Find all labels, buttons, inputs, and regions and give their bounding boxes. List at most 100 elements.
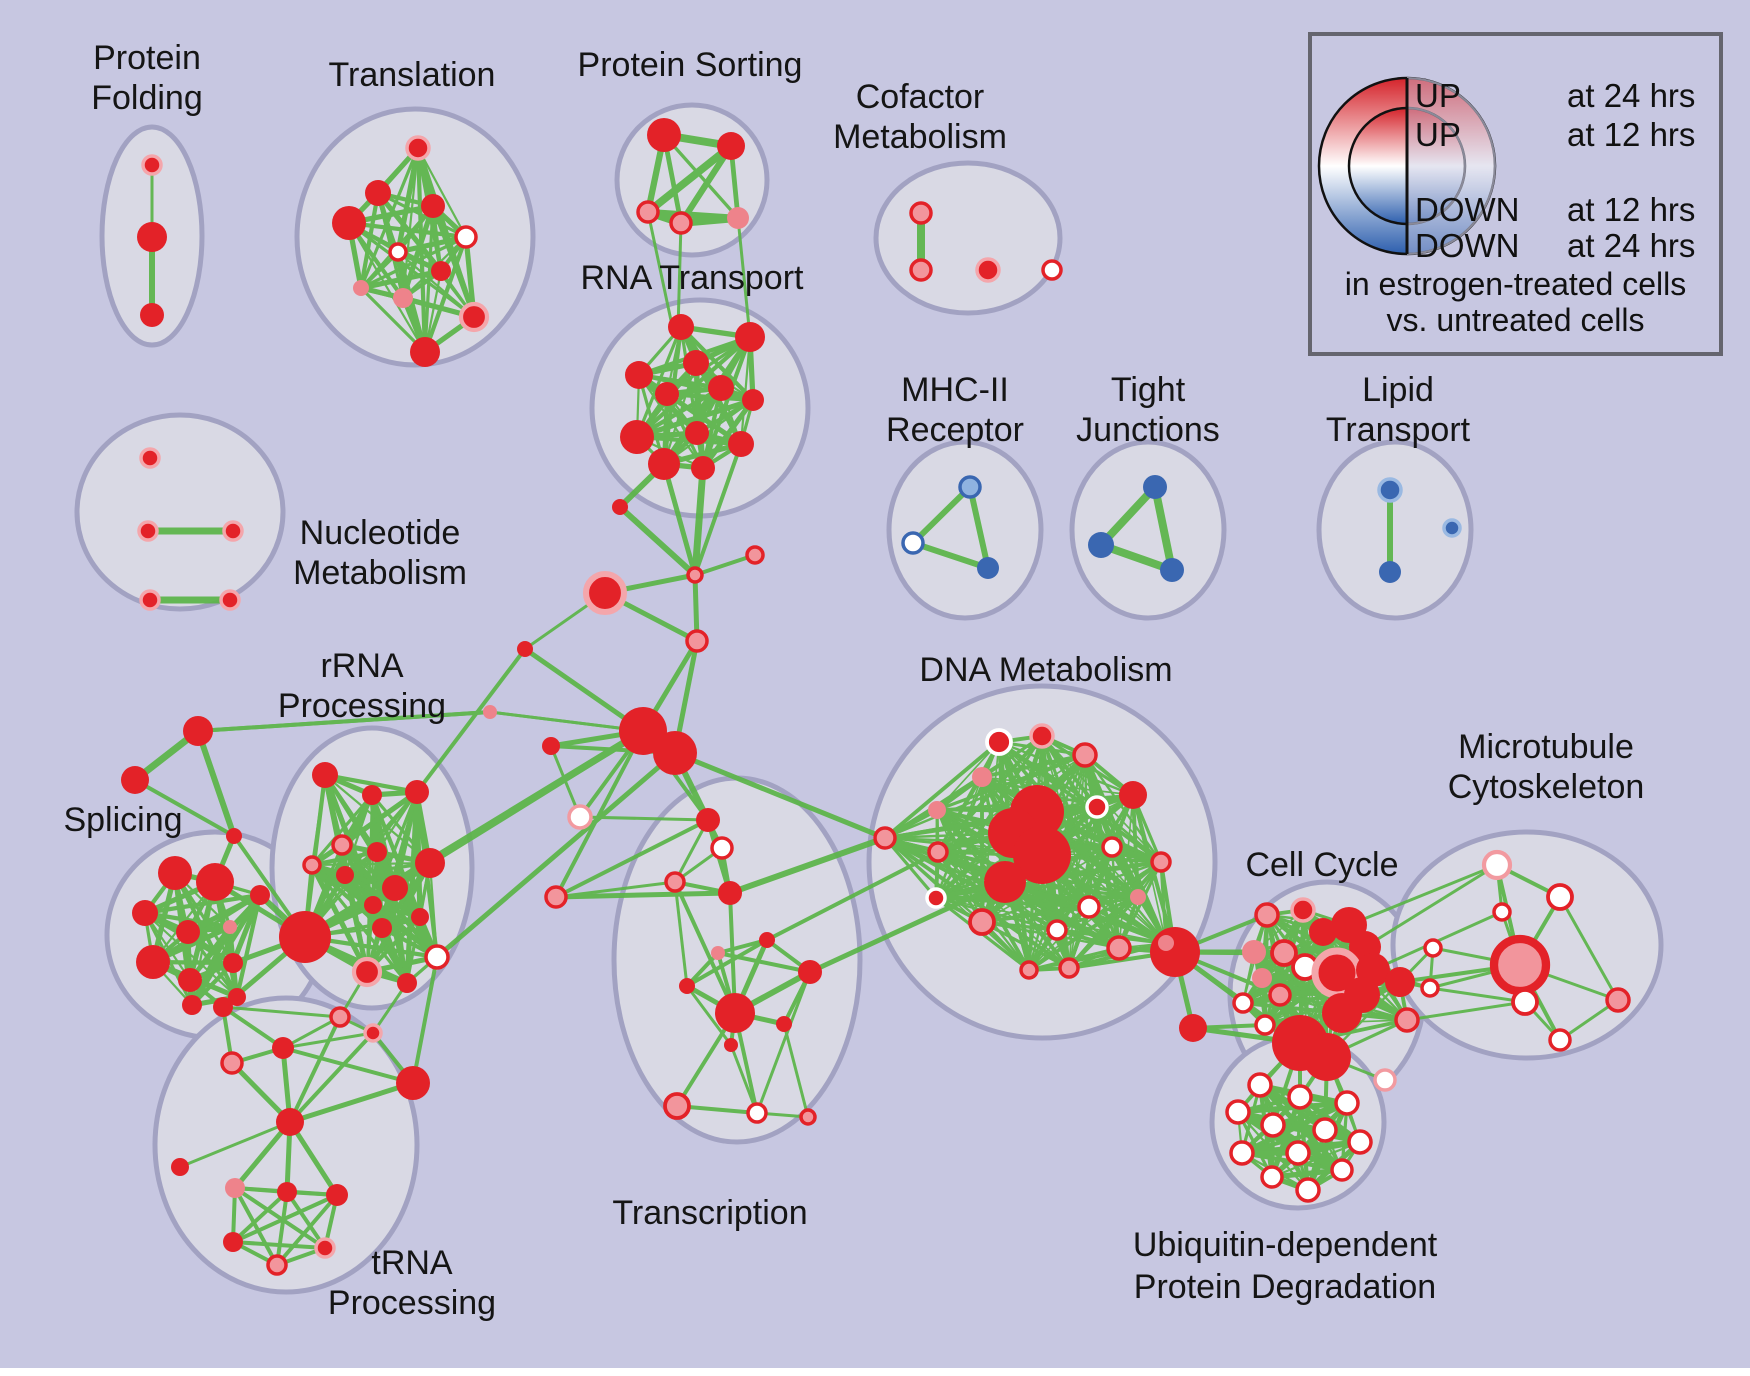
gene-node-mhc-ii-receptor[interactable] [958, 475, 982, 499]
gene-node-cell-cycle[interactable] [1385, 967, 1415, 997]
gene-node-rrna-processing[interactable] [397, 973, 417, 993]
gene-node-translation[interactable] [405, 135, 431, 161]
gene-node-connectors[interactable] [612, 499, 628, 515]
gene-node-cell-cycle[interactable] [1232, 992, 1254, 1014]
gene-node-lipid-transport[interactable] [1442, 518, 1462, 538]
gene-node-splicing[interactable] [132, 900, 158, 926]
gene-node-dna-metabolism[interactable] [972, 767, 992, 787]
gene-node-transcription[interactable] [746, 1102, 768, 1124]
gene-node-dna-metabolism[interactable] [928, 801, 946, 819]
gene-node-translation[interactable] [431, 261, 451, 281]
gene-node-connectors[interactable] [183, 716, 213, 746]
gene-node-cell-cycle[interactable] [1254, 902, 1280, 928]
gene-node-ubiquitin-degradation[interactable] [1260, 1112, 1286, 1138]
gene-node-cell-cycle[interactable] [1270, 939, 1298, 967]
gene-node-mhc-ii-receptor[interactable] [901, 531, 925, 555]
gene-node-trna-processing[interactable] [326, 1184, 348, 1206]
gene-node-mhc-ii-receptor[interactable] [977, 557, 999, 579]
gene-node-cofactor-metabolism[interactable] [909, 201, 933, 225]
gene-node-transcription[interactable] [759, 932, 775, 948]
gene-node-cell-cycle[interactable] [1344, 977, 1380, 1013]
gene-node-dna-metabolism[interactable] [984, 861, 1026, 903]
gene-node-rna-transport[interactable] [728, 431, 754, 457]
gene-node-rrna-processing[interactable] [336, 866, 354, 884]
gene-node-cell-cycle[interactable] [1303, 1033, 1351, 1081]
gene-node-splicing[interactable] [223, 953, 243, 973]
gene-node-rrna-processing[interactable] [405, 780, 429, 804]
gene-node-cell-cycle[interactable] [1290, 897, 1316, 923]
gene-node-microtubule-cytoskeleton[interactable] [1373, 1068, 1397, 1092]
gene-node-transcription[interactable] [718, 881, 742, 905]
gene-node-cell-cycle[interactable] [1254, 1014, 1276, 1036]
gene-node-transcription[interactable] [710, 836, 734, 860]
gene-node-dna-metabolism[interactable] [1019, 960, 1039, 980]
gene-node-splicing[interactable] [223, 920, 237, 934]
gene-node-splicing[interactable] [182, 995, 202, 1015]
gene-node-ubiquitin-degradation[interactable] [1229, 1140, 1255, 1166]
gene-node-dna-metabolism[interactable] [1085, 795, 1109, 819]
gene-node-trna-processing[interactable] [396, 1066, 430, 1100]
gene-node-rrna-processing[interactable] [382, 875, 408, 901]
gene-node-dna-metabolism[interactable] [1130, 889, 1146, 905]
gene-node-nucleotide-metabolism[interactable] [139, 589, 161, 611]
gene-node-transcription[interactable] [664, 871, 686, 893]
gene-node-nucleotide-metabolism[interactable] [222, 520, 244, 542]
gene-node-translation[interactable] [388, 242, 408, 262]
gene-node-protein-folding[interactable] [141, 154, 163, 176]
gene-node-dna-metabolism[interactable] [1150, 851, 1172, 873]
gene-node-translation[interactable] [365, 180, 391, 206]
gene-node-microtubule-cytoskeleton[interactable] [1511, 988, 1539, 1016]
gene-node-cell-cycle[interactable] [1268, 983, 1292, 1007]
gene-node-microtubule-cytoskeleton[interactable] [1548, 1028, 1572, 1052]
gene-node-splicing[interactable] [196, 863, 234, 901]
gene-node-splicing[interactable] [176, 920, 200, 944]
gene-node-translation[interactable] [332, 206, 366, 240]
gene-node-rna-transport[interactable] [620, 420, 654, 454]
gene-node-connectors[interactable] [745, 545, 765, 565]
gene-node-cofactor-metabolism[interactable] [975, 257, 1001, 283]
gene-node-splicing[interactable] [136, 945, 170, 979]
gene-node-ubiquitin-degradation[interactable] [1295, 1177, 1321, 1203]
gene-node-microtubule-cytoskeleton[interactable] [1420, 978, 1440, 998]
gene-node-transcription[interactable] [724, 1038, 738, 1052]
gene-node-connectors[interactable] [567, 804, 593, 830]
gene-node-cell-cycle[interactable] [1394, 1007, 1420, 1033]
gene-node-transcription[interactable] [715, 993, 755, 1033]
gene-node-trna-processing[interactable] [220, 1051, 244, 1075]
gene-node-cofactor-metabolism[interactable] [909, 258, 933, 282]
gene-node-protein-folding[interactable] [140, 303, 164, 327]
gene-node-rna-transport[interactable] [648, 448, 680, 480]
gene-node-splicing[interactable] [178, 968, 202, 992]
gene-node-ubiquitin-degradation[interactable] [1260, 1165, 1284, 1189]
gene-node-trna-processing[interactable] [223, 1232, 243, 1252]
gene-node-trna-processing[interactable] [213, 997, 233, 1017]
gene-node-trna-processing[interactable] [277, 1182, 297, 1202]
gene-node-rna-transport[interactable] [742, 389, 764, 411]
gene-node-rna-transport[interactable] [655, 382, 679, 406]
gene-node-ubiquitin-degradation[interactable] [1287, 1084, 1313, 1110]
gene-node-microtubule-cytoskeleton[interactable] [1492, 902, 1512, 922]
gene-node-rrna-processing[interactable] [312, 762, 338, 788]
gene-node-ubiquitin-degradation[interactable] [1312, 1117, 1338, 1143]
gene-node-lipid-transport[interactable] [1377, 477, 1403, 503]
gene-node-microtubule-cytoskeleton[interactable] [1423, 938, 1443, 958]
gene-node-dna-metabolism[interactable] [873, 826, 897, 850]
gene-node-connectors[interactable] [619, 707, 667, 755]
gene-node-rrna-processing[interactable] [415, 848, 445, 878]
gene-node-dna-metabolism[interactable] [968, 908, 996, 936]
gene-node-microtubule-cytoskeleton[interactable] [1605, 987, 1631, 1013]
gene-node-connectors[interactable] [483, 705, 497, 719]
gene-node-dna-metabolism[interactable] [1013, 826, 1071, 884]
gene-node-trna-processing[interactable] [363, 1023, 383, 1043]
gene-node-connectors[interactable] [226, 828, 242, 844]
gene-node-protein-sorting[interactable] [669, 211, 693, 235]
gene-node-connectors[interactable] [542, 737, 560, 755]
gene-node-transcription[interactable] [776, 1016, 792, 1032]
gene-node-ubiquitin-degradation[interactable] [1247, 1072, 1273, 1098]
gene-node-cell-cycle[interactable] [1309, 918, 1337, 946]
gene-node-protein-sorting[interactable] [647, 118, 681, 152]
gene-node-dna-metabolism[interactable] [1029, 723, 1055, 749]
gene-node-connectors[interactable] [517, 641, 533, 657]
gene-node-tight-junctions[interactable] [1160, 558, 1184, 582]
gene-node-trna-processing[interactable] [314, 1237, 336, 1259]
